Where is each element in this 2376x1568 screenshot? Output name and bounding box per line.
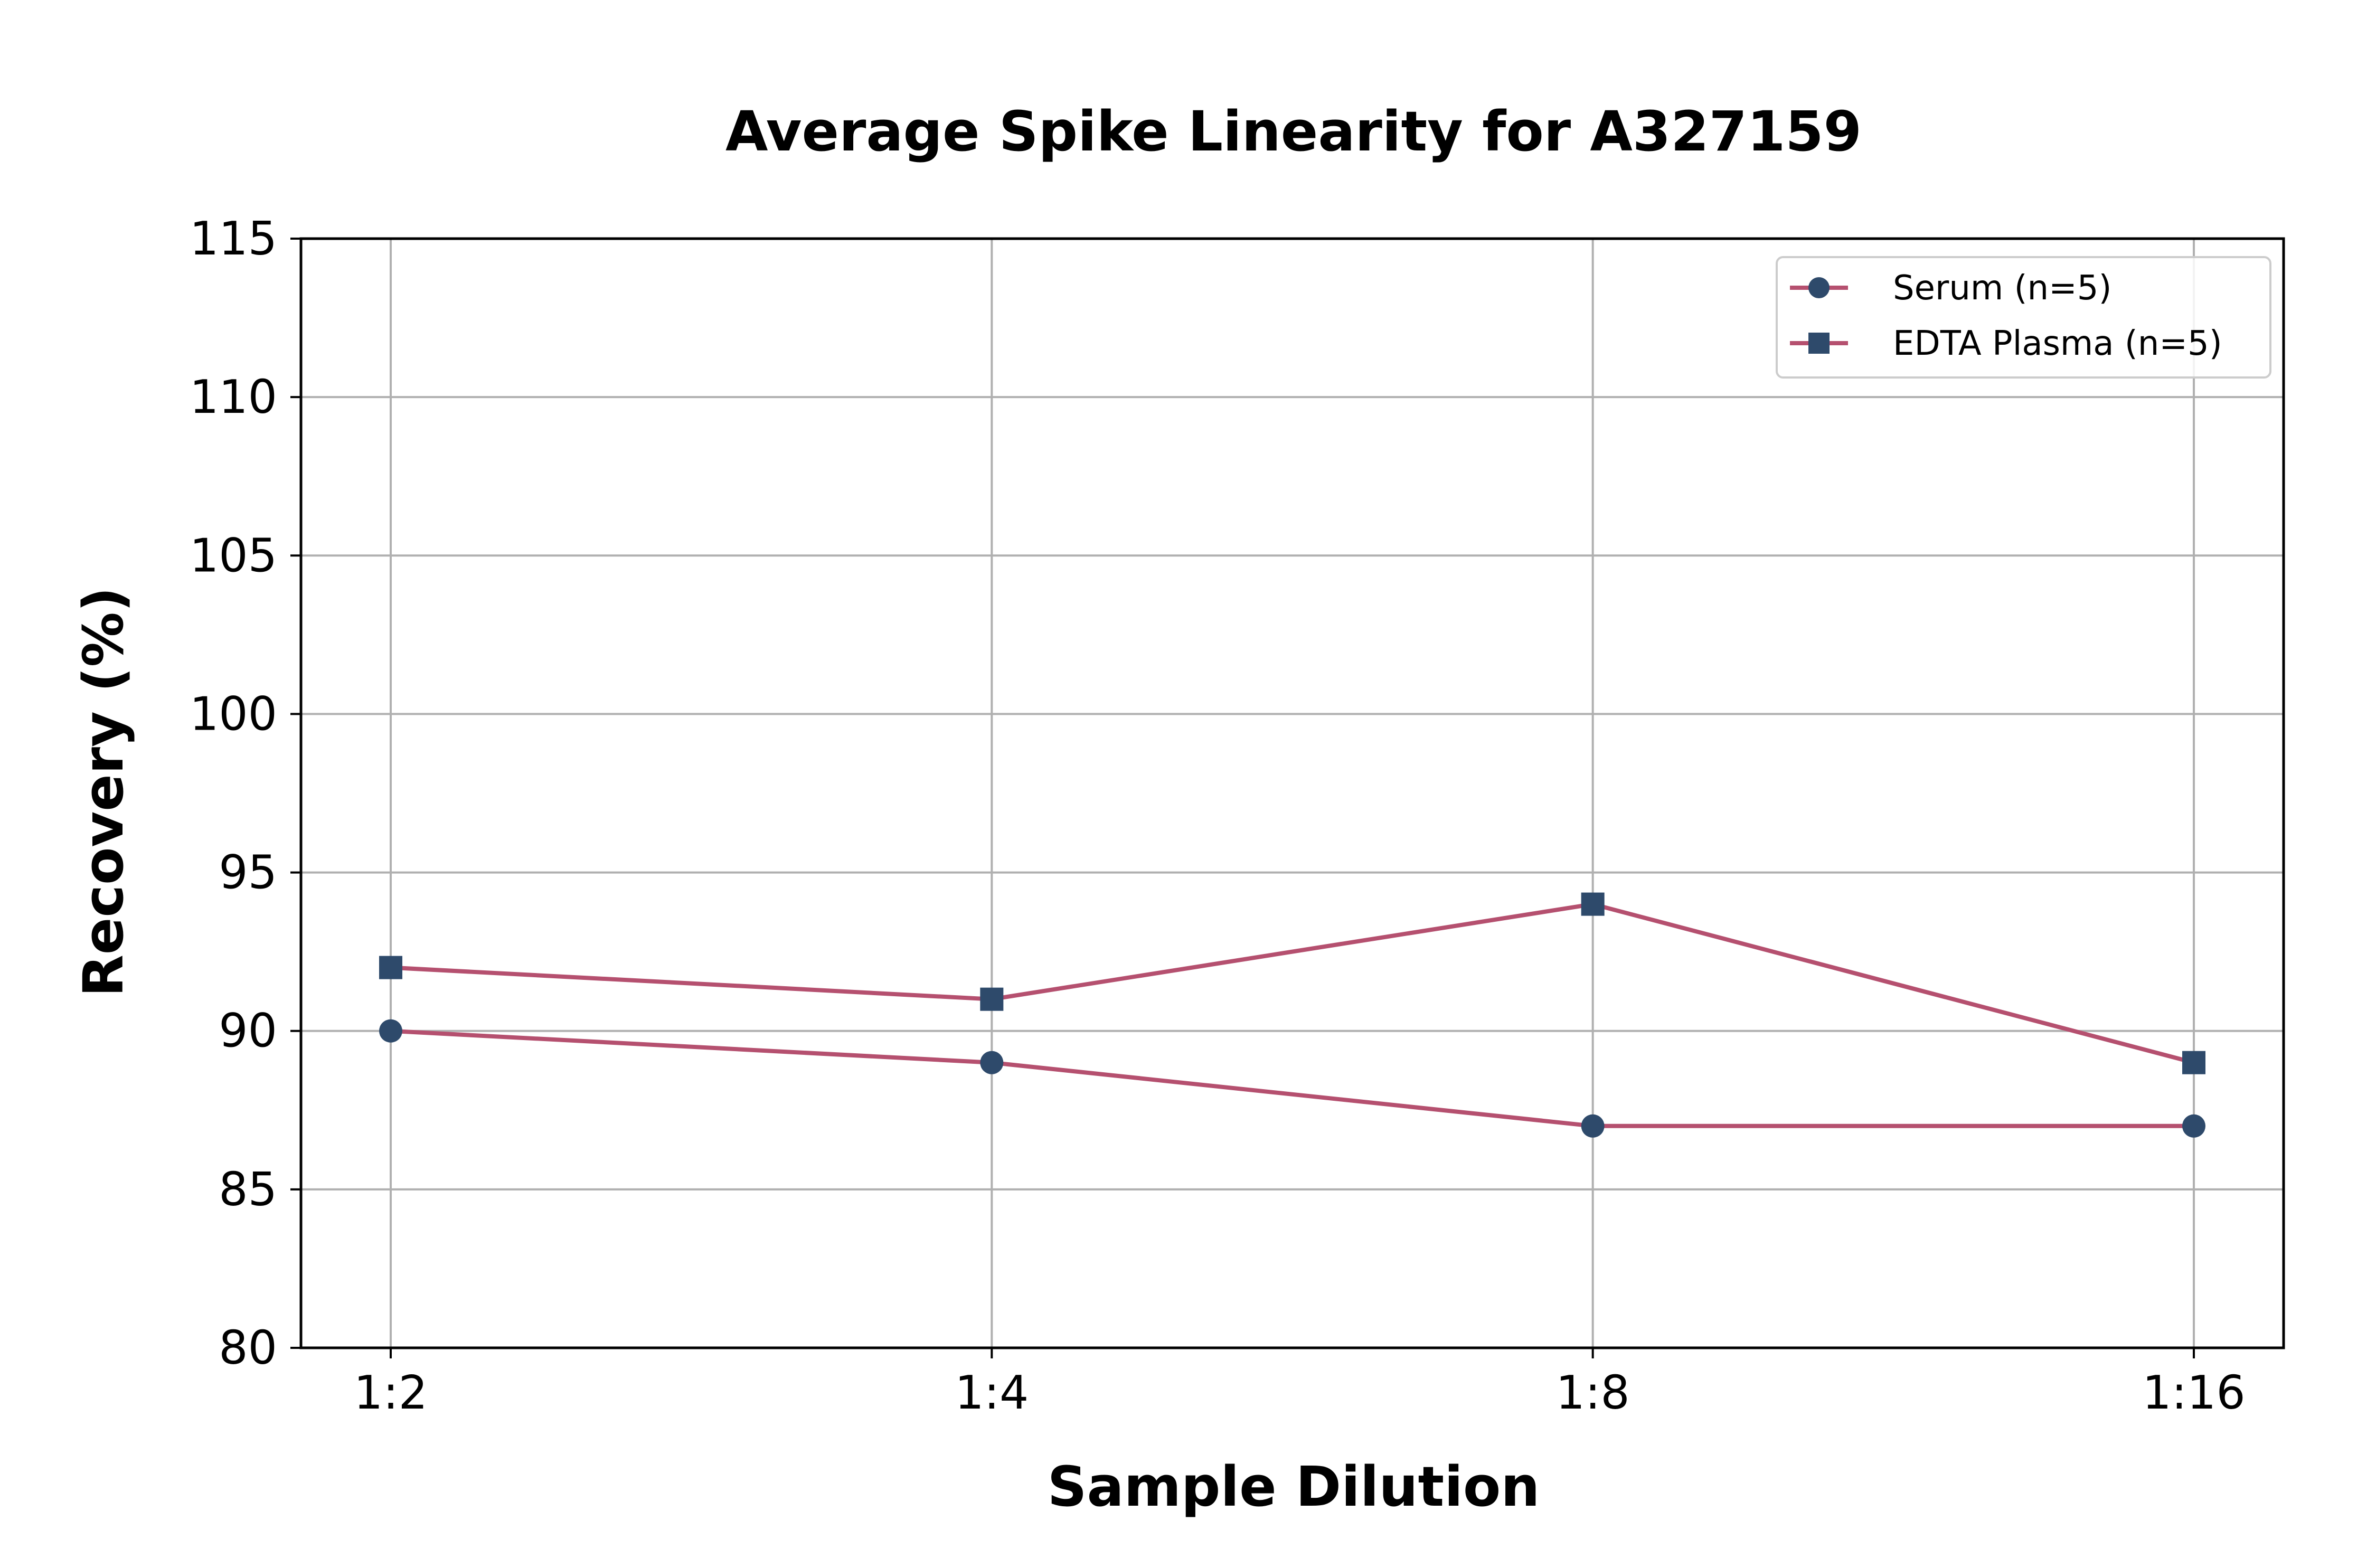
legend-box [1776,256,2271,379]
y-tick-label: 115 [190,212,277,266]
legend-label: Serum (n=5) [1893,269,2111,308]
y-tick-label: 100 [190,687,277,741]
data-point [379,956,402,979]
plot-frame [299,237,2285,1349]
series-line [390,902,2195,1065]
data-point [1581,1114,1605,1138]
x-tick-label: 1:2 [354,1366,428,1420]
data-point [2182,1051,2205,1074]
data-point [2182,1114,2205,1138]
y-tick-label: 95 [219,846,277,900]
data-point [980,987,1004,1011]
y-axis-title: Recovery (%) [71,587,136,997]
legend-label: EDTA Plasma (n=5) [1893,324,2222,363]
legend-marker [1808,333,1830,354]
y-tick-label: 85 [219,1163,277,1216]
data-point [980,1051,1004,1074]
y-tick-label: 105 [190,528,277,582]
y-tick-label: 90 [219,1004,277,1058]
series-line [390,1028,2194,1128]
series-layer [379,892,2205,1138]
legend-marker [1808,277,1830,298]
chart-title: Average Spike Linearity for A327159 [725,99,1862,164]
x-tick-label: 1:16 [2142,1366,2245,1420]
axis-ticks: 80 85 90 95 100 105 110 115 1:2 1:4 1:8 1:16 [190,212,2246,1420]
x-tick-label: 1:8 [1556,1366,1630,1420]
y-tick-label: 110 [190,370,277,424]
legend-entry: Serum (n=5) [1790,269,2111,308]
legend: Serum (n=5) EDTA Plasma (n=5) [1776,256,2271,379]
x-tick-label: 1:4 [955,1366,1029,1420]
legend-entry: EDTA Plasma (n=5) [1790,324,2222,363]
series-1 [379,1019,2205,1138]
grid-lines [301,238,2284,1349]
data-point [1581,892,1605,916]
series-2 [379,892,2205,1074]
x-axis-title: Sample Dilution [1048,1454,1540,1519]
y-tick-label: 80 [219,1321,277,1375]
data-point [379,1019,402,1043]
